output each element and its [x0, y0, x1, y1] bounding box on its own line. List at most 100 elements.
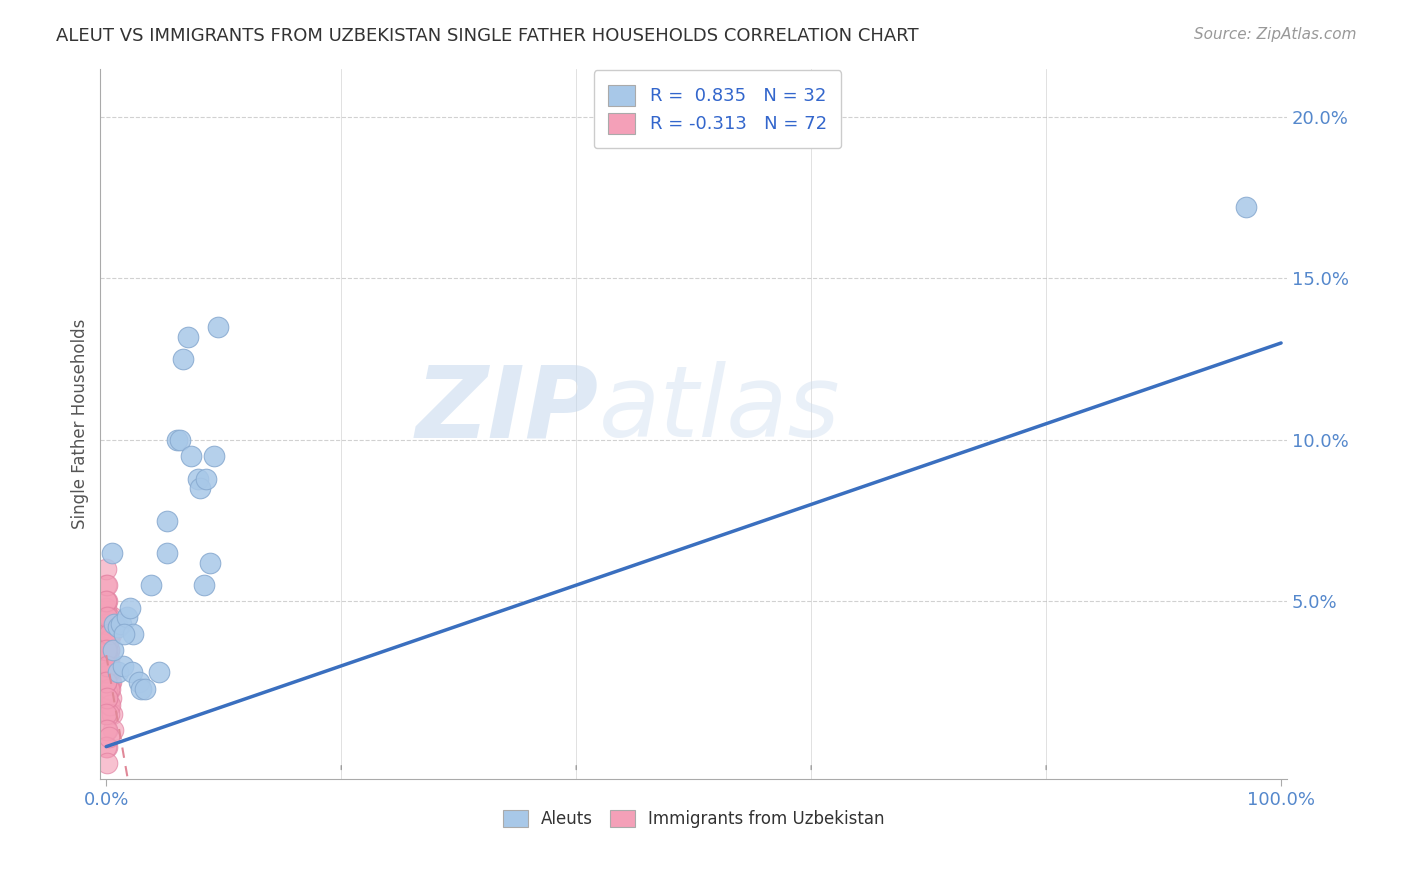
Point [97, 633, 120, 648]
Point [156, 546, 179, 560]
Point [97, 681, 120, 696]
Text: atlas: atlas [599, 361, 841, 458]
Point [96, 562, 118, 576]
Point [97, 659, 120, 673]
Point [96, 626, 118, 640]
Point [195, 472, 218, 486]
Point [96, 600, 118, 615]
Point [96, 684, 118, 698]
Point [96, 633, 118, 648]
Point [96, 739, 118, 754]
Point [188, 481, 211, 495]
Point [96, 620, 118, 634]
Point [96, 610, 118, 624]
Point [112, 626, 135, 640]
Point [98, 675, 121, 690]
Point [96, 642, 118, 657]
Point [96, 610, 118, 624]
Point [96, 649, 118, 664]
Point [177, 329, 200, 343]
Point [156, 514, 179, 528]
Point [96, 578, 118, 592]
Point [117, 610, 139, 624]
Point [96, 649, 118, 664]
Point [139, 578, 162, 592]
Point [97, 626, 120, 640]
Point [96, 723, 118, 738]
Point [1234, 200, 1257, 214]
Point [134, 681, 156, 696]
Point [96, 642, 118, 657]
Point [96, 610, 118, 624]
Point [96, 594, 118, 608]
Point [96, 642, 118, 657]
Point [98, 681, 121, 696]
Point [96, 626, 118, 640]
Point [96, 668, 118, 682]
Point [97, 652, 120, 666]
Point [97, 665, 120, 680]
Point [207, 319, 229, 334]
Point [97, 642, 120, 657]
Point [100, 626, 122, 640]
Point [96, 707, 118, 722]
Y-axis label: Single Father Households: Single Father Households [72, 318, 89, 529]
Point [100, 691, 122, 706]
Point [96, 707, 118, 722]
Point [97, 659, 120, 673]
Point [96, 659, 118, 673]
Point [97, 665, 120, 680]
Point [96, 659, 118, 673]
Point [96, 626, 118, 640]
Point [96, 665, 118, 680]
Point [107, 665, 129, 680]
Point [96, 626, 118, 640]
Point [96, 652, 118, 666]
Point [122, 626, 145, 640]
Point [97, 707, 120, 722]
Point [100, 675, 122, 690]
Point [169, 433, 191, 447]
Point [96, 578, 118, 592]
Point [96, 691, 118, 706]
Point [98, 698, 121, 712]
Point [97, 698, 120, 712]
Point [96, 675, 118, 690]
Point [96, 675, 118, 690]
Point [97, 642, 120, 657]
Point [110, 616, 132, 631]
Point [96, 594, 118, 608]
Point [121, 665, 143, 680]
Point [97, 659, 120, 673]
Point [96, 642, 118, 657]
Point [101, 610, 124, 624]
Point [98, 675, 121, 690]
Point [96, 756, 118, 770]
Point [101, 707, 124, 722]
Point [96, 739, 118, 754]
Point [101, 546, 124, 560]
Point [148, 665, 170, 680]
Point [180, 449, 202, 463]
Legend: Aleuts, Immigrants from Uzbekistan: Aleuts, Immigrants from Uzbekistan [496, 803, 891, 835]
Point [96, 684, 118, 698]
Point [107, 620, 129, 634]
Point [96, 636, 118, 650]
Point [96, 691, 118, 706]
Point [193, 578, 215, 592]
Text: ALEUT VS IMMIGRANTS FROM UZBEKISTAN SINGLE FATHER HOUSEHOLDS CORRELATION CHART: ALEUT VS IMMIGRANTS FROM UZBEKISTAN SING… [56, 27, 920, 45]
Point [187, 472, 209, 486]
Point [96, 616, 118, 631]
Point [96, 633, 118, 648]
Point [98, 665, 121, 680]
Point [172, 352, 194, 367]
Point [131, 681, 153, 696]
Point [118, 600, 141, 615]
Point [202, 449, 225, 463]
Point [98, 659, 121, 673]
Point [96, 675, 118, 690]
Text: Source: ZipAtlas.com: Source: ZipAtlas.com [1194, 27, 1357, 42]
Point [97, 730, 120, 744]
Text: ZIP: ZIP [416, 361, 599, 458]
Point [198, 556, 221, 570]
